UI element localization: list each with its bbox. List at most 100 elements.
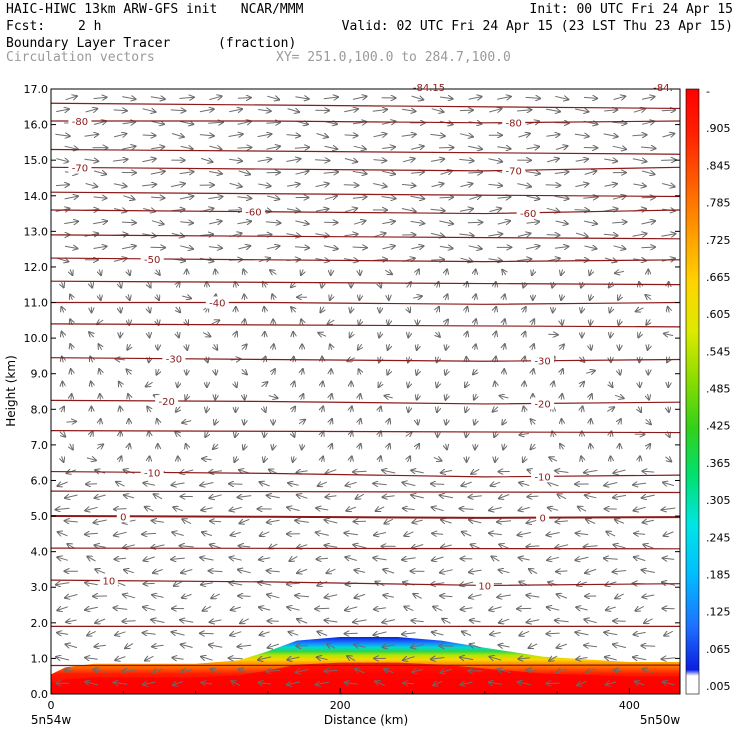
wind-vector (373, 483, 387, 484)
wind-vector (95, 619, 106, 623)
wind-vector (379, 382, 382, 387)
wind-vector (239, 519, 250, 523)
wind-vector (316, 508, 329, 510)
wind-vector (488, 259, 503, 261)
wind-vector (433, 457, 442, 460)
wind-vector (144, 557, 155, 561)
wind-vector (579, 357, 584, 362)
wind-vector (442, 619, 451, 624)
wind-vector (209, 495, 222, 498)
wind-vector (208, 197, 222, 199)
wind-vector (97, 320, 104, 324)
wind-vector (416, 269, 419, 276)
wind-vector (604, 110, 617, 111)
wind-vector (618, 419, 621, 425)
wind-vector (580, 382, 584, 387)
wind-vector (201, 508, 213, 511)
contour-label: -10 (144, 468, 160, 479)
wind-vector (461, 608, 473, 610)
wind-vector (646, 319, 650, 324)
colorbar-label: .125 (706, 606, 731, 619)
contour-label: -60 (245, 208, 261, 219)
wind-vector (180, 222, 193, 223)
wind-vector (382, 645, 395, 648)
wind-vector (435, 332, 440, 337)
wind-vector (62, 332, 64, 338)
wind-vector (402, 159, 415, 162)
wind-vector (266, 122, 280, 123)
wind-vector (532, 344, 534, 351)
contour-label: 0 (120, 512, 126, 523)
wind-vector (258, 657, 272, 660)
wind-vector (499, 570, 510, 573)
wind-vector (518, 682, 531, 685)
wind-vector (578, 507, 587, 512)
wind-vector (143, 682, 156, 685)
wind-vector (202, 532, 212, 536)
wind-vector (489, 607, 502, 610)
wind-vector (55, 185, 69, 186)
contour-label: -30 (534, 357, 550, 368)
wind-vector (497, 521, 512, 522)
wind-vector (65, 495, 78, 498)
wind-vector (373, 134, 387, 137)
wind-vector (495, 382, 496, 388)
wind-vector (66, 620, 77, 622)
contour-label: -80 (506, 119, 522, 130)
y-tick-label: 10.0 (24, 332, 49, 345)
wind-vector (489, 682, 503, 684)
wind-vector (548, 482, 559, 486)
wind-vector (634, 632, 646, 634)
wind-vector (315, 608, 330, 609)
wind-vector (439, 221, 453, 224)
wind-vector (431, 184, 444, 187)
y-tick-label: 2.0 (31, 617, 49, 630)
colorbar-label: .785 (706, 197, 731, 210)
wind-vector (58, 532, 68, 536)
wind-vector (143, 633, 156, 635)
wind-vector (182, 594, 192, 597)
wind-vector (639, 381, 640, 388)
wind-vector (144, 583, 155, 584)
wind-vector (264, 332, 265, 338)
wind-vector (200, 483, 214, 486)
wind-vector (237, 147, 251, 148)
wind-vector (93, 246, 107, 248)
contour-label-bg (155, 394, 179, 407)
wind-vector (286, 234, 300, 237)
wind-vector (532, 369, 533, 375)
wind-vector (560, 444, 563, 450)
wind-vector (228, 210, 243, 211)
wind-vector (633, 483, 647, 485)
wind-vector (350, 331, 353, 338)
wind-vector (344, 135, 358, 136)
contour-label-bg (531, 354, 555, 367)
wind-vector (388, 444, 390, 450)
wind-vector (557, 669, 568, 672)
wind-vector (498, 669, 511, 672)
wind-vector (89, 332, 94, 337)
y-tick-label: 6.0 (31, 474, 49, 487)
wind-vector (149, 356, 150, 363)
wind-vector (437, 406, 439, 412)
wind-vector (180, 246, 193, 249)
wind-vector (634, 533, 646, 534)
wind-vector (606, 532, 616, 537)
wind-vector (413, 594, 422, 599)
wind-vector (489, 208, 501, 211)
wind-vector (125, 644, 134, 649)
wind-vector (431, 109, 444, 112)
wind-vector (150, 171, 165, 174)
wind-vector (604, 632, 618, 634)
wind-vector (128, 444, 129, 450)
wind-vector (258, 683, 271, 684)
wind-vector (475, 443, 476, 450)
wind-vector (523, 332, 525, 338)
wind-vector (293, 332, 294, 338)
wind-vector (147, 407, 151, 412)
wind-vector (64, 246, 77, 248)
wind-vector (584, 470, 598, 472)
wind-vector (122, 621, 136, 622)
wind-vector (267, 520, 280, 522)
wind-vector (205, 431, 208, 437)
